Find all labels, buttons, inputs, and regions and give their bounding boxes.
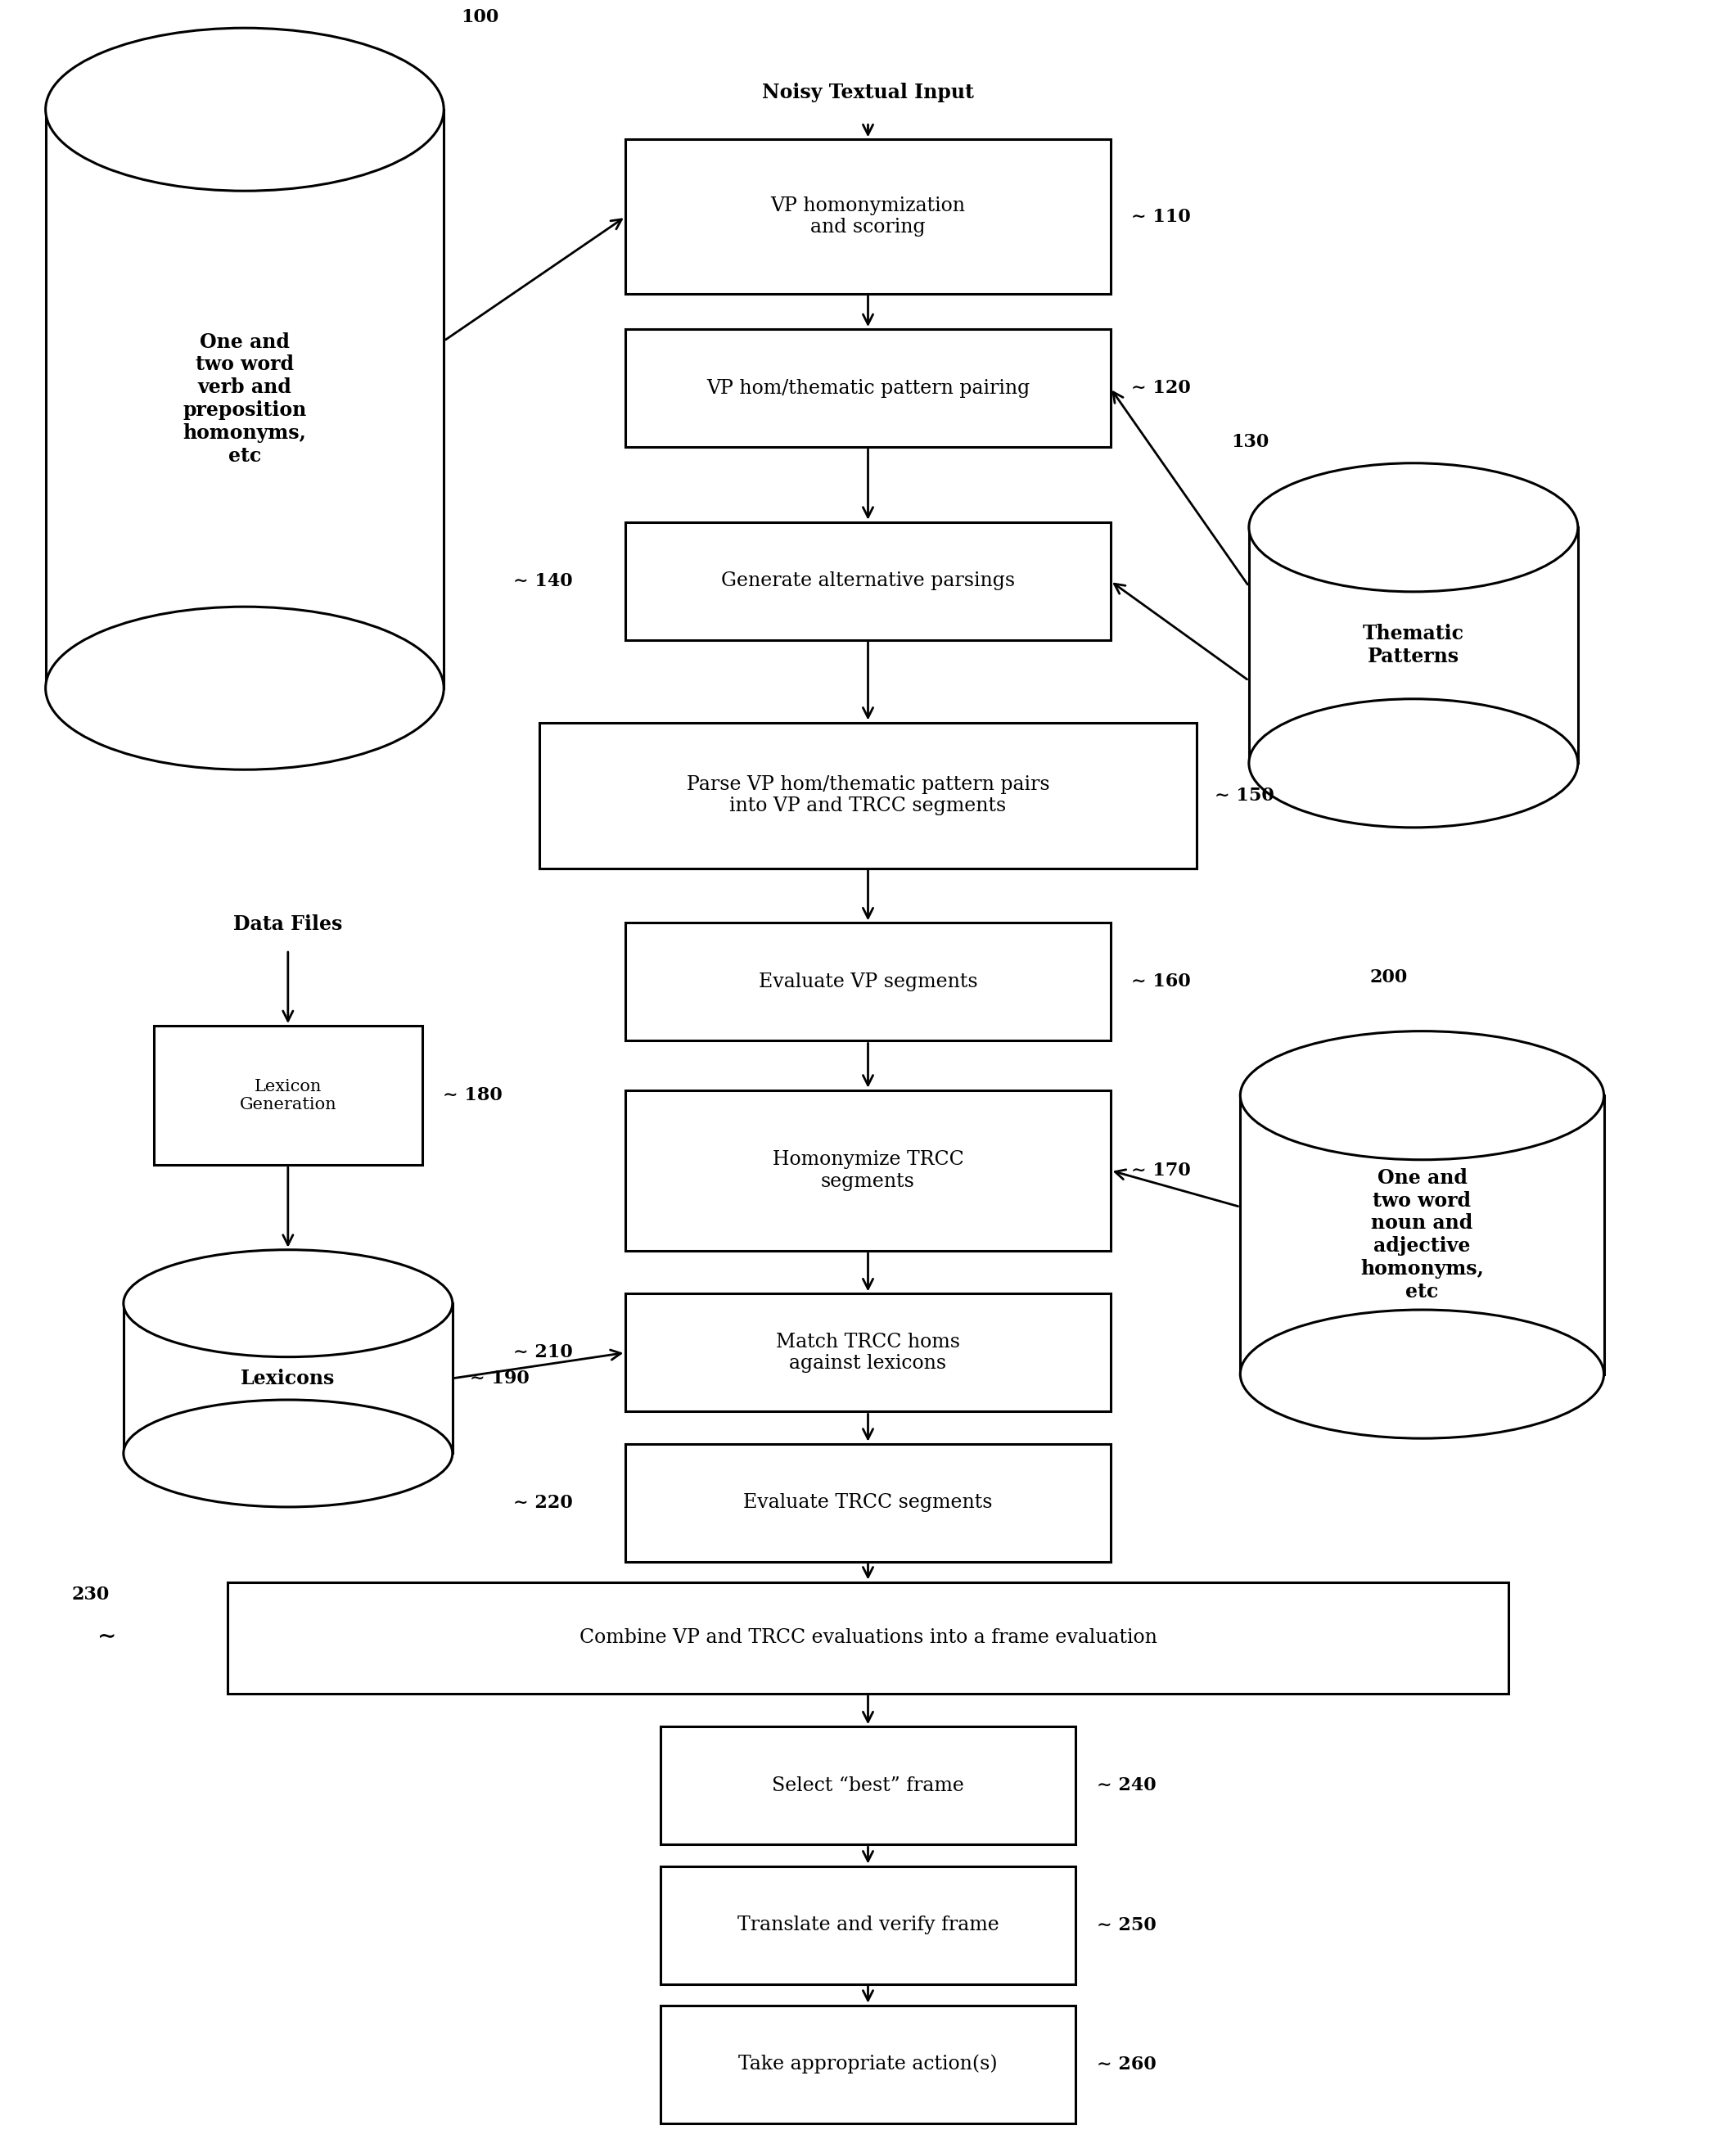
Text: ∼ 250: ∼ 250 xyxy=(1097,1916,1156,1933)
Text: ∼ 260: ∼ 260 xyxy=(1097,2056,1156,2073)
Text: ∼: ∼ xyxy=(97,1626,116,1650)
FancyBboxPatch shape xyxy=(625,924,1111,1042)
Text: Take appropriate action(s): Take appropriate action(s) xyxy=(738,2056,998,2075)
FancyBboxPatch shape xyxy=(227,1581,1509,1693)
Text: ∼ 170: ∼ 170 xyxy=(1132,1162,1191,1179)
Text: One and
two word
verb and
preposition
homonyms,
etc: One and two word verb and preposition ho… xyxy=(182,333,307,466)
Ellipse shape xyxy=(1240,1310,1604,1439)
Text: Generate alternative parsings: Generate alternative parsings xyxy=(720,571,1016,591)
Text: 230: 230 xyxy=(71,1585,109,1605)
Text: Select “best” frame: Select “best” frame xyxy=(773,1776,963,1796)
FancyBboxPatch shape xyxy=(660,2006,1076,2122)
Polygon shape xyxy=(123,1304,453,1454)
FancyBboxPatch shape xyxy=(625,522,1111,640)
Text: ∼ 120: ∼ 120 xyxy=(1132,378,1191,397)
Text: Translate and verify frame: Translate and verify frame xyxy=(738,1916,998,1935)
Text: Thematic
Patterns: Thematic Patterns xyxy=(1363,625,1463,666)
Text: VP hom/thematic pattern pairing: VP hom/thematic pattern pairing xyxy=(707,378,1029,397)
Ellipse shape xyxy=(45,606,444,769)
Text: Match TRCC homs
against lexicons: Match TRCC homs against lexicons xyxy=(776,1332,960,1373)
Text: Homonymize TRCC
segments: Homonymize TRCC segments xyxy=(773,1149,963,1190)
FancyBboxPatch shape xyxy=(625,1293,1111,1411)
Text: VP homonymization
and scoring: VP homonymization and scoring xyxy=(771,195,965,236)
Text: ∼ 240: ∼ 240 xyxy=(1097,1776,1156,1794)
Text: Data Files: Data Files xyxy=(233,915,342,934)
Text: Combine VP and TRCC evaluations into a frame evaluation: Combine VP and TRCC evaluations into a f… xyxy=(580,1628,1156,1648)
Ellipse shape xyxy=(45,28,444,191)
FancyBboxPatch shape xyxy=(155,1027,422,1164)
FancyBboxPatch shape xyxy=(660,1727,1076,1845)
Text: Lexicon
Generation: Lexicon Generation xyxy=(240,1078,337,1113)
Text: ∼ 180: ∼ 180 xyxy=(443,1087,502,1104)
FancyBboxPatch shape xyxy=(625,1443,1111,1562)
Text: ∼ 150: ∼ 150 xyxy=(1213,786,1274,803)
Polygon shape xyxy=(1248,528,1578,763)
FancyBboxPatch shape xyxy=(625,329,1111,447)
Text: Lexicons: Lexicons xyxy=(241,1368,335,1388)
Ellipse shape xyxy=(123,1400,453,1508)
Ellipse shape xyxy=(123,1250,453,1358)
FancyBboxPatch shape xyxy=(625,140,1111,294)
Text: ∼ 160: ∼ 160 xyxy=(1132,973,1191,990)
FancyBboxPatch shape xyxy=(660,1867,1076,1985)
Text: 100: 100 xyxy=(462,9,498,26)
Text: ∼ 210: ∼ 210 xyxy=(514,1345,573,1362)
Text: Evaluate VP segments: Evaluate VP segments xyxy=(759,973,977,990)
Ellipse shape xyxy=(1248,464,1578,591)
FancyBboxPatch shape xyxy=(625,1089,1111,1250)
Text: ∼ 110: ∼ 110 xyxy=(1132,208,1191,226)
Text: 200: 200 xyxy=(1370,969,1408,986)
Text: ∼ 190: ∼ 190 xyxy=(470,1370,529,1388)
Text: ∼ 140: ∼ 140 xyxy=(514,571,573,591)
FancyBboxPatch shape xyxy=(538,722,1198,868)
Ellipse shape xyxy=(1240,1031,1604,1160)
Text: Parse VP hom/thematic pattern pairs
into VP and TRCC segments: Parse VP hom/thematic pattern pairs into… xyxy=(686,775,1050,816)
Ellipse shape xyxy=(1248,698,1578,827)
Text: Evaluate TRCC segments: Evaluate TRCC segments xyxy=(743,1493,993,1512)
Polygon shape xyxy=(1240,1095,1604,1375)
Text: Noisy Textual Input: Noisy Textual Input xyxy=(762,82,974,103)
Polygon shape xyxy=(45,110,444,687)
Text: One and
two word
noun and
adjective
homonyms,
etc: One and two word noun and adjective homo… xyxy=(1361,1169,1484,1302)
Text: 130: 130 xyxy=(1231,432,1269,451)
Text: ∼ 220: ∼ 220 xyxy=(514,1493,573,1512)
